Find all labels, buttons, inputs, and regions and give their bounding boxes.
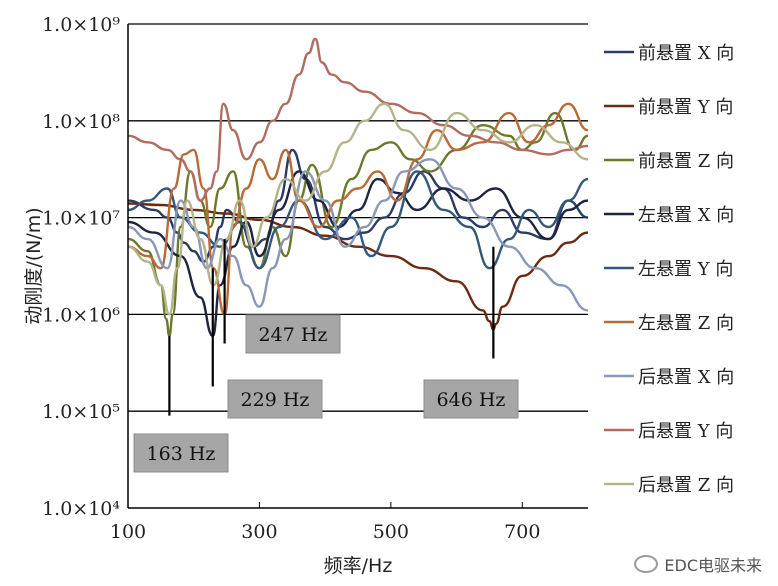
legend-label: 后悬置 Y 向 [638, 421, 733, 442]
x-tick-labels: 100 300 500 700 [110, 502, 540, 543]
series-line-6 [127, 102, 589, 316]
legend-label: 后悬置 Z 向 [638, 475, 734, 496]
annotation-label: 163 Hz [147, 443, 216, 465]
annotations: 163 Hz 229 Hz 247 Hz 646 Hz [133, 239, 519, 473]
y-tick-label: 1.0×10⁶ [42, 304, 120, 326]
watermark: EDC电驱未来 [634, 552, 762, 576]
x-tick-label: 500 [373, 521, 409, 543]
y-tick-label: 1.0×10⁷ [42, 208, 120, 230]
x-tick-label: 700 [504, 521, 540, 543]
y-tick-label: 1.0×10⁵ [42, 401, 120, 423]
chat-bubble-icon [634, 555, 659, 573]
y-tick-label: 1.0×10⁹ [42, 14, 120, 36]
annotation-label: 247 Hz [259, 324, 328, 346]
annotation-box [133, 433, 229, 473]
y-tick-label: 1.0×10⁸ [42, 111, 120, 133]
legend-label: 左悬置 Z 向 [638, 313, 734, 334]
annotation-box [245, 314, 341, 354]
legend-label: 前悬置 X 向 [638, 43, 734, 64]
series-line-7 [127, 158, 589, 312]
legend-label: 左悬置 X 向 [638, 205, 734, 226]
legend-label: 前悬置 Y 向 [638, 97, 733, 118]
x-tick-label: 300 [241, 521, 277, 543]
annotation-box [423, 379, 519, 419]
series-line-8 [127, 37, 589, 202]
y-axis-title: 动刚度/(N/m) [23, 207, 45, 324]
series-line-2 [127, 202, 589, 331]
x-tick-label: 100 [110, 521, 146, 543]
annotation-box [227, 379, 323, 419]
x-axis-title: 频率/Hz [324, 555, 393, 577]
y-tick-labels: 1.0×10⁴ 1.0×10⁵ 1.0×10⁶ 1.0×10⁷ 1.0×10⁸ 1.0×1… [42, 14, 120, 520]
y-tick-label: 1.0×10⁴ [42, 498, 120, 520]
series-line-3 [127, 111, 589, 338]
annotation-label: 646 Hz [437, 389, 506, 411]
annotation-label: 229 Hz [241, 389, 310, 411]
axes [127, 24, 588, 509]
series-line-9 [127, 102, 589, 316]
series-lines [127, 37, 589, 338]
legend-label: 后悬置 X 向 [638, 367, 734, 388]
legend-label: 前悬置 Z 向 [638, 151, 734, 172]
series-line-1 [127, 148, 589, 263]
watermark-text: EDC电驱未来 [664, 556, 762, 575]
legend-label: 左悬置 Y 向 [638, 259, 733, 280]
